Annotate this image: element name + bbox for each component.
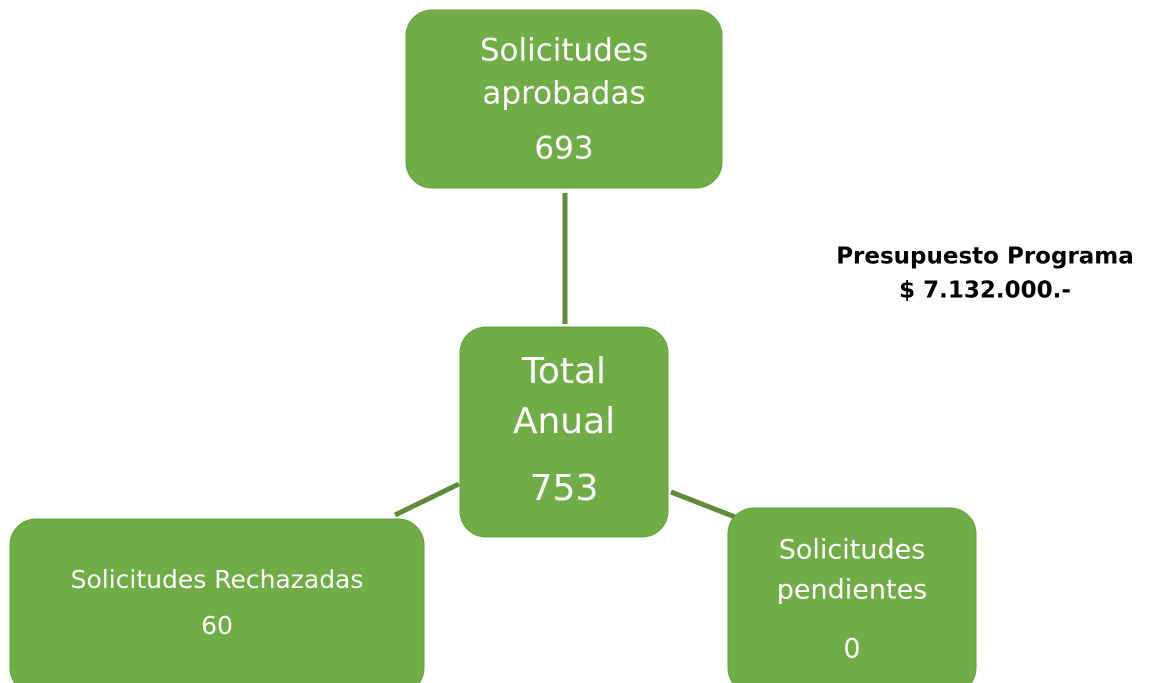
node-value: 0 [843,634,860,665]
node-label: pendientes [777,575,928,606]
node-value: 693 [534,131,593,167]
node-label: aprobadas [482,76,645,112]
node-value: 753 [530,468,599,509]
node-label: Solicitudes [480,33,648,69]
node-box [9,518,425,683]
node-label: Solicitudes [779,535,926,566]
node-label: Anual [513,401,615,442]
budget-title: Presupuesto Programa [836,244,1134,270]
node-label: Total [521,351,606,392]
node-box [727,507,977,683]
node-label: Solicitudes Rechazadas [71,565,364,594]
connector [393,481,461,518]
budget-amount: $ 7.132.000.- [899,278,1071,304]
node-box [405,9,723,189]
node-box [459,326,669,538]
node-value: 60 [201,611,233,640]
